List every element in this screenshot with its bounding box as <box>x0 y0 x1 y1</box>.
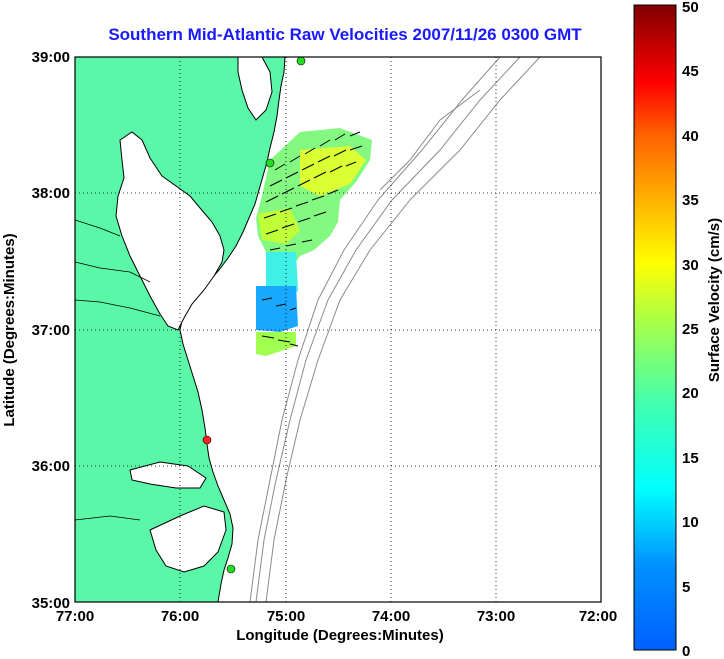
x-tick-label: 72:00 <box>579 608 617 625</box>
y-tick-label: 38:00 <box>32 185 70 202</box>
colorbar-tick-label: 30 <box>682 257 699 274</box>
albemarle-sound <box>129 461 207 489</box>
radar-site-marker <box>202 435 212 445</box>
x-tick-label: 74:00 <box>372 608 410 625</box>
x-axis: 77:00 76:00 75:00 74:00 73:00 72:00 Long… <box>56 608 617 644</box>
plot-area <box>74 56 602 603</box>
colorbar-tick-label: 5 <box>682 579 690 596</box>
velocity-patch-south <box>256 286 298 332</box>
x-axis-label: Longitude (Degrees:Minutes) <box>236 627 444 644</box>
y-axis: 35:00 36:00 37:00 38:00 39:00 Latitude (… <box>1 49 70 612</box>
colorbar-tick-label: 10 <box>682 514 699 531</box>
colorbar-gradient <box>633 4 677 651</box>
colorbar-tick-label: 20 <box>682 385 699 402</box>
radar-site-marker <box>226 564 236 574</box>
pamlico-sound <box>149 505 227 573</box>
colorbar-tick-label: 25 <box>682 321 699 338</box>
colorbar: 0 5 10 15 20 25 30 35 40 45 50 Surface V… <box>633 0 723 659</box>
radar-sites <box>202 57 306 574</box>
x-tick-label: 75:00 <box>267 608 305 625</box>
colorbar-tick-label: 45 <box>682 63 699 80</box>
radar-site-marker <box>296 57 306 66</box>
x-tick-label: 76:00 <box>161 608 199 625</box>
colorbar-tick-label: 15 <box>682 450 699 467</box>
y-tick-label: 37:00 <box>32 322 70 339</box>
map-grid <box>75 57 601 602</box>
y-axis-label: Latitude (Degrees:Minutes) <box>1 233 18 426</box>
radar-site-marker <box>265 158 275 168</box>
x-tick-label: 77:00 <box>56 608 94 625</box>
plot-frame <box>74 56 602 603</box>
y-tick-label: 35:00 <box>32 595 70 612</box>
colorbar-tick-label: 40 <box>682 128 699 145</box>
chesapeake-bay <box>115 131 225 331</box>
y-tick-label: 36:00 <box>32 458 70 475</box>
delaware-bay <box>237 57 273 121</box>
colorbar-tick-label: 50 <box>682 0 699 16</box>
rivers <box>75 219 161 521</box>
velocity-vectors <box>261 131 363 347</box>
colorbar-tick-label: 35 <box>682 192 699 209</box>
colorbar-tick-label: 0 <box>682 643 690 659</box>
x-tick-label: 73:00 <box>477 608 515 625</box>
colorbar-label: Surface Velocity (cm/s) <box>706 218 723 382</box>
map-title: Southern Mid-Atlantic Raw Velocities 200… <box>108 25 582 44</box>
bathymetry-contours <box>249 57 541 602</box>
y-tick-label: 39:00 <box>32 49 70 66</box>
